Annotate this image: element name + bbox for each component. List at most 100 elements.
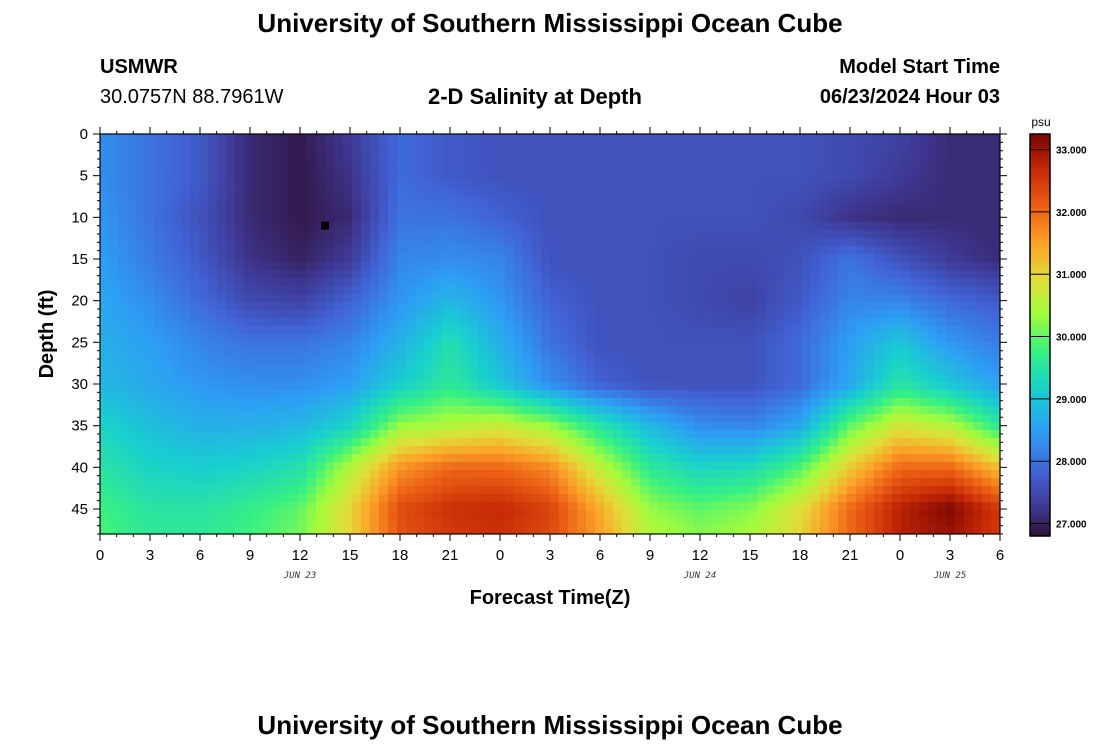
heatmap-cell xyxy=(181,142,191,151)
heatmap-cell xyxy=(964,438,974,447)
heatmap-cell xyxy=(847,318,857,327)
heatmap-cell xyxy=(127,158,137,167)
heatmap-cell xyxy=(640,214,650,223)
heatmap-cell xyxy=(802,438,812,447)
heatmap-cell xyxy=(838,174,848,183)
heatmap-cell xyxy=(226,430,236,439)
heatmap-cell xyxy=(856,422,866,431)
heatmap-cell xyxy=(739,142,749,151)
heatmap-cell xyxy=(199,206,209,215)
heatmap-cell xyxy=(730,134,740,143)
heatmap-cell xyxy=(820,478,830,487)
heatmap-cell xyxy=(613,222,623,231)
heatmap-cell xyxy=(226,206,236,215)
heatmap-cell xyxy=(352,366,362,375)
heatmap-cell xyxy=(451,134,461,143)
heatmap-cell xyxy=(631,278,641,287)
heatmap-cell xyxy=(802,198,812,207)
heatmap-cell xyxy=(514,470,524,479)
heatmap-cell xyxy=(397,294,407,303)
heatmap-cell xyxy=(694,158,704,167)
heatmap-cell xyxy=(874,174,884,183)
heatmap-cell xyxy=(109,310,119,319)
heatmap-cell xyxy=(919,270,929,279)
heatmap-cell xyxy=(244,302,254,311)
heatmap-cell xyxy=(748,198,758,207)
heatmap-cell xyxy=(406,222,416,231)
heatmap-cell xyxy=(424,286,434,295)
heatmap-cell xyxy=(136,398,146,407)
heatmap-cell xyxy=(712,278,722,287)
heatmap-cell xyxy=(118,246,128,255)
heatmap-cell xyxy=(874,246,884,255)
heatmap-cell xyxy=(559,486,569,495)
heatmap-cell xyxy=(676,238,686,247)
heatmap-cell xyxy=(352,214,362,223)
heatmap-cell xyxy=(352,286,362,295)
heatmap-cell xyxy=(757,286,767,295)
heatmap-cell xyxy=(973,158,983,167)
heatmap-cell xyxy=(613,278,623,287)
heatmap-cell xyxy=(676,150,686,159)
heatmap-cell xyxy=(226,438,236,447)
heatmap-cell xyxy=(316,134,326,143)
heatmap-cell xyxy=(721,406,731,415)
heatmap-cell xyxy=(883,286,893,295)
heatmap-cell xyxy=(694,238,704,247)
heatmap-cell xyxy=(937,238,947,247)
heatmap-cell xyxy=(838,214,848,223)
heatmap-cell xyxy=(640,326,650,335)
heatmap-cell xyxy=(145,182,155,191)
heatmap-cell xyxy=(982,350,992,359)
heatmap-cell xyxy=(874,350,884,359)
heatmap-cell xyxy=(406,286,416,295)
heatmap-cell xyxy=(334,470,344,479)
heatmap-cell xyxy=(568,382,578,391)
heatmap-cell xyxy=(604,246,614,255)
heatmap-cell xyxy=(586,350,596,359)
heatmap-cell xyxy=(415,430,425,439)
heatmap-cell xyxy=(172,150,182,159)
heatmap-cell xyxy=(379,334,389,343)
heatmap-cell xyxy=(973,222,983,231)
heatmap-cell xyxy=(667,134,677,143)
heatmap-cell xyxy=(784,406,794,415)
heatmap-cell xyxy=(397,470,407,479)
heatmap-cell xyxy=(892,294,902,303)
heatmap-cell xyxy=(973,470,983,479)
heatmap-cell xyxy=(919,158,929,167)
heatmap-cell xyxy=(829,222,839,231)
heatmap-cell xyxy=(415,278,425,287)
heatmap-cell xyxy=(379,430,389,439)
heatmap-cell xyxy=(325,254,335,263)
heatmap-cell xyxy=(676,254,686,263)
heatmap-cell xyxy=(811,150,821,159)
heatmap-cell xyxy=(730,182,740,191)
heatmap-cell xyxy=(991,214,1001,223)
heatmap-cell xyxy=(532,278,542,287)
heatmap-cell xyxy=(910,398,920,407)
heatmap-cell xyxy=(460,526,470,535)
heatmap-cell xyxy=(901,302,911,311)
heatmap-cell xyxy=(361,358,371,367)
heatmap-cell xyxy=(442,238,452,247)
heatmap-cell xyxy=(289,158,299,167)
heatmap-cell xyxy=(595,142,605,151)
heatmap-cell xyxy=(541,278,551,287)
heatmap-cell xyxy=(892,358,902,367)
heatmap-cell xyxy=(793,334,803,343)
heatmap-cell xyxy=(415,342,425,351)
heatmap-cell xyxy=(298,302,308,311)
heatmap-cell xyxy=(235,190,245,199)
heatmap-cell xyxy=(586,454,596,463)
heatmap-cell xyxy=(604,382,614,391)
heatmap-cell xyxy=(892,526,902,535)
heatmap-cell xyxy=(496,390,506,399)
heatmap-cell xyxy=(568,366,578,375)
heatmap-cell xyxy=(397,142,407,151)
heatmap-cell xyxy=(802,382,812,391)
heatmap-cell xyxy=(991,462,1001,471)
heatmap-cell xyxy=(901,206,911,215)
heatmap-cell xyxy=(631,326,641,335)
heatmap-cell xyxy=(937,358,947,367)
